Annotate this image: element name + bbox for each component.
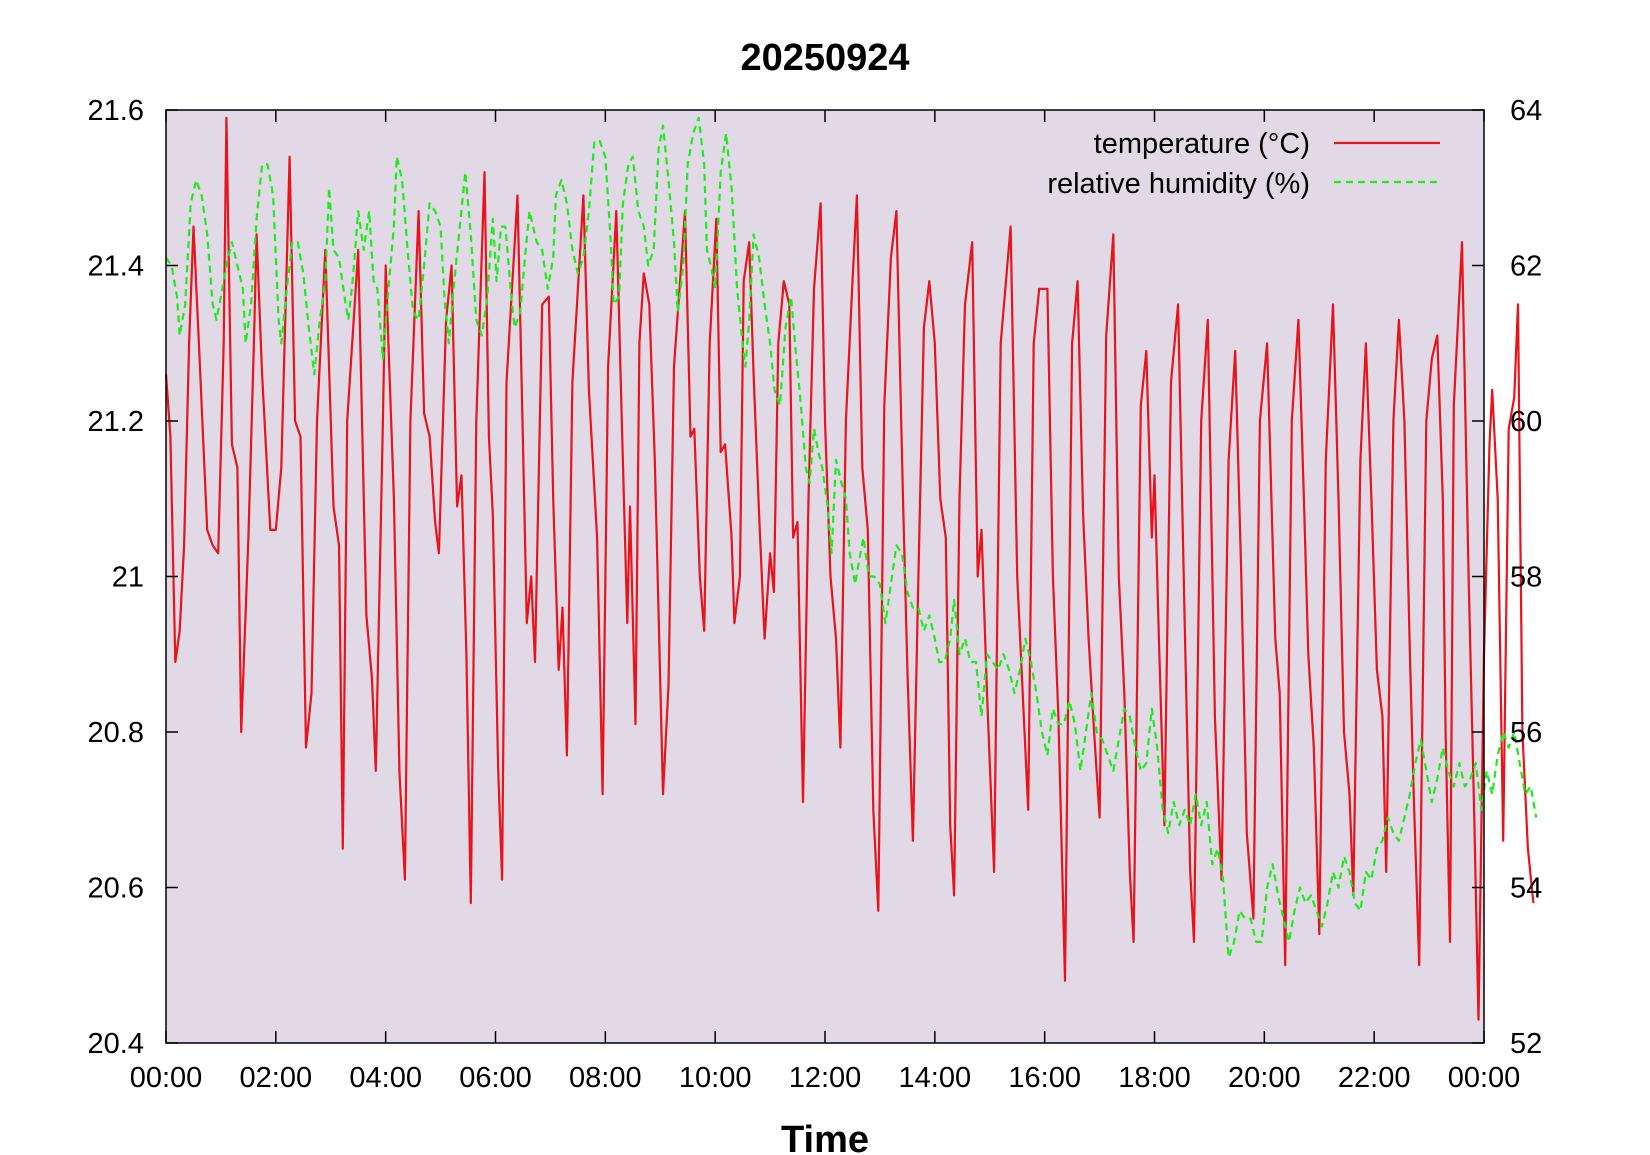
y2-tick-label: 52: [1510, 1028, 1542, 1060]
x-tick-label: 06:00: [459, 1062, 532, 1094]
x-tick-label: 22:00: [1338, 1062, 1411, 1094]
y-tick-label: 21.6: [88, 95, 144, 127]
x-tick-label: 10:00: [679, 1062, 752, 1094]
series-line-0: [164, 116, 1535, 1021]
y-tick-label: 21.4: [88, 251, 144, 283]
x-tick-label: 16:00: [1008, 1062, 1081, 1094]
y2-tick-label: 56: [1510, 717, 1542, 749]
x-tick-label: 18:00: [1118, 1062, 1191, 1094]
y-tick-label: 21: [112, 562, 144, 594]
y2-tick-label: 64: [1510, 95, 1542, 127]
y-tick-label: 21.2: [88, 406, 144, 438]
x-tick-label: 20:00: [1228, 1062, 1301, 1094]
legend: temperature (°C) relative humidity (%): [1047, 128, 1440, 200]
y2-tick-label: 60: [1510, 406, 1542, 438]
legend-label-humidity: relative humidity (%): [1047, 168, 1310, 200]
y2-tick-label: 62: [1510, 251, 1542, 283]
y-tick-label: 20.6: [88, 873, 144, 905]
x-tick-label: 08:00: [569, 1062, 642, 1094]
legend-label-temperature: temperature (°C): [1094, 128, 1310, 160]
x-tick-label: 14:00: [899, 1062, 972, 1094]
x-tick-label: 00:00: [130, 1062, 203, 1094]
x-tick-label: 12:00: [789, 1062, 862, 1094]
chart-title: 20250924: [740, 37, 909, 79]
y-tick-label: 20.4: [88, 1028, 144, 1060]
x-axis-label: Time: [781, 1119, 869, 1155]
ticks-layer: 00:00 02:00 04:00 06:00 08:00 10:00 12:00 14:00…: [88, 95, 1543, 1094]
series-layer: [164, 116, 1538, 1021]
y-tick-label: 20.8: [88, 717, 144, 749]
x-tick-label: 02:00: [240, 1062, 313, 1094]
x-tick-label: 04:00: [349, 1062, 422, 1094]
y2-tick-label: 54: [1510, 873, 1542, 905]
y2-tick-label: 58: [1510, 562, 1542, 594]
x-tick-label: 00:00: [1448, 1062, 1521, 1094]
